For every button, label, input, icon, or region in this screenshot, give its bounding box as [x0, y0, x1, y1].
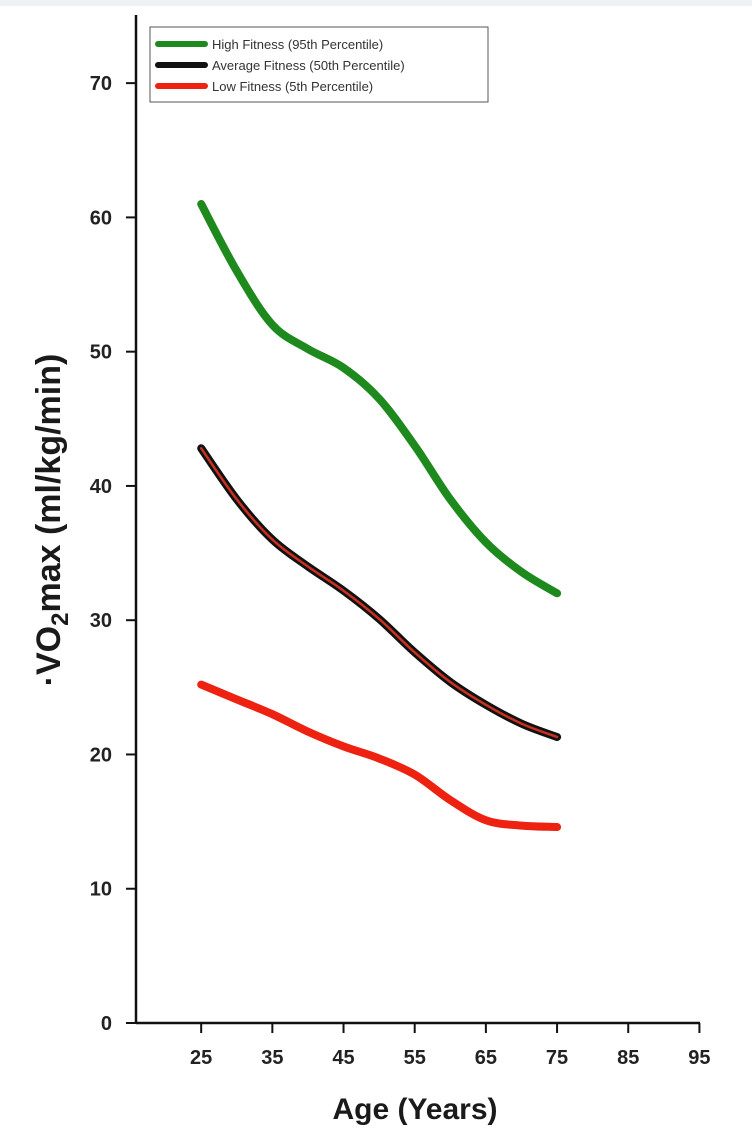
x-tick-label: 25 — [190, 1047, 212, 1069]
x-tick-label: 65 — [475, 1047, 497, 1069]
y-tick-label: 0 — [101, 1013, 112, 1035]
y-axis-title: ·VO2max (ml/kg/min) — [30, 354, 74, 687]
y-ticks: 0 10 20 30 40 50 60 70 — [90, 73, 136, 1035]
legend-label-low: Low Fitness (5th Percentile) — [212, 79, 373, 94]
y-tick-label: 30 — [90, 610, 112, 632]
y-axis-title-vo: VO — [30, 626, 68, 675]
x-axis-title: Age (Years) — [332, 1093, 497, 1126]
x-tick-label: 45 — [332, 1047, 354, 1069]
legend-label-high: High Fitness (95th Percentile) — [212, 37, 383, 52]
axes — [134, 15, 700, 1025]
legend: High Fitness (95th Percentile) Average F… — [149, 26, 489, 103]
legend-label-average: Average Fitness (50th Percentile) — [212, 58, 405, 73]
y-tick-label: 50 — [90, 342, 112, 364]
y-axis-title-rest: max (ml/kg/min) — [30, 354, 68, 613]
svg-text:·VO2max (ml/kg/min): ·VO2max (ml/kg/min) — [30, 354, 74, 687]
x-tick-label: 95 — [688, 1047, 710, 1069]
y-axis-title-subscript: 2 — [47, 613, 74, 626]
x-tick-label: 35 — [261, 1047, 283, 1069]
y-tick-label: 10 — [90, 879, 112, 901]
y-tick-label: 40 — [90, 476, 112, 498]
high-fitness-line — [197, 200, 562, 598]
x-ticks: 25 35 45 55 65 75 85 95 — [190, 1023, 711, 1069]
top-strip — [0, 0, 752, 6]
x-tick-label: 55 — [404, 1047, 426, 1069]
low-fitness-line — [197, 680, 562, 831]
y-tick-label: 20 — [90, 744, 112, 766]
y-tick-label: 60 — [90, 207, 112, 229]
average-fitness-line-outline — [197, 444, 562, 741]
average-fitness-line-core — [199, 447, 559, 739]
y-axis-title-dot: · — [30, 675, 68, 686]
x-tick-label: 75 — [546, 1047, 568, 1069]
y-tick-label: 70 — [90, 73, 112, 95]
series-layer — [197, 200, 562, 831]
x-tick-label: 85 — [617, 1047, 639, 1069]
